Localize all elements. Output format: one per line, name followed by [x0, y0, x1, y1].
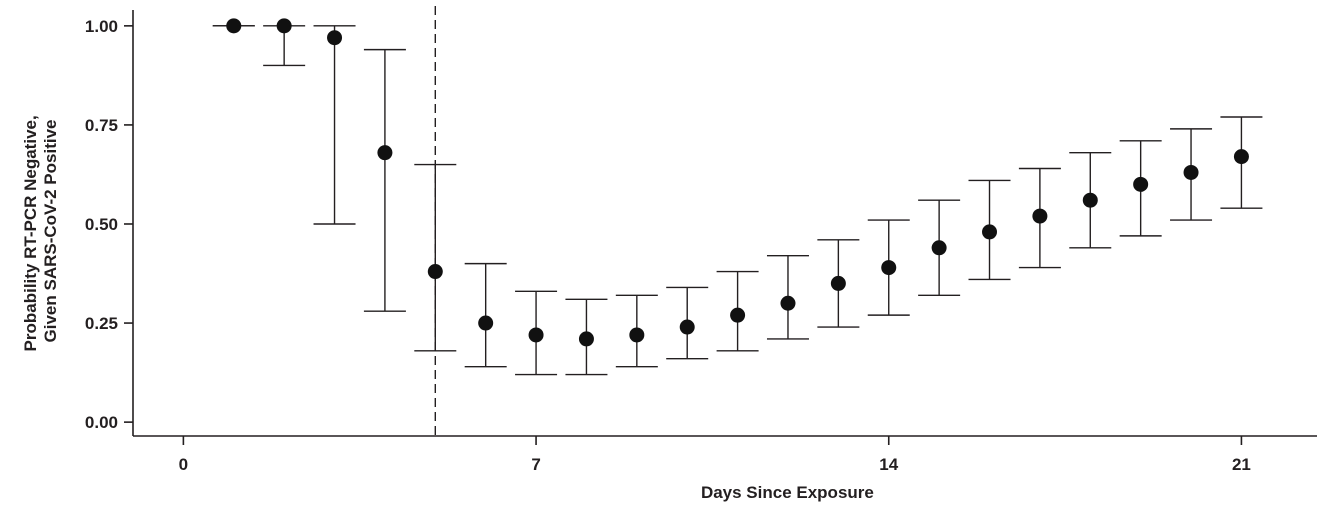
- data-point: [679, 319, 695, 335]
- x-tick-label: 14: [879, 455, 898, 474]
- data-point: [982, 224, 998, 240]
- data-point: [1183, 164, 1199, 180]
- x-tick-label: 21: [1232, 455, 1251, 474]
- y-tick-label: 1.00: [85, 17, 118, 36]
- data-point: [1032, 208, 1048, 224]
- x-tick-label: 0: [179, 455, 188, 474]
- x-tick-label: 7: [531, 455, 540, 474]
- data-point: [1133, 176, 1149, 192]
- data-point: [1233, 149, 1249, 165]
- data-points: [226, 18, 1249, 347]
- data-point: [629, 327, 645, 343]
- error-bar: [313, 25, 356, 225]
- y-tick-label: 0.25: [85, 314, 118, 333]
- y-axis-label-line-2: Given SARS-CoV-2 Positive: [41, 120, 60, 343]
- data-point: [478, 315, 494, 331]
- data-point: [427, 264, 443, 280]
- data-point: [881, 260, 897, 276]
- y-axis-ticks: 0.00 0.25 0.50 0.75 1.00: [85, 17, 133, 432]
- error-bar: [464, 262, 507, 368]
- data-point: [830, 275, 846, 291]
- x-axis-label: Days Since Exposure: [701, 483, 874, 502]
- y-tick-label: 0.00: [85, 413, 118, 432]
- y-tick-label: 0.75: [85, 116, 118, 135]
- data-point: [1082, 192, 1098, 208]
- axes: [132, 10, 1317, 437]
- data-point: [226, 18, 242, 34]
- y-axis-label-line-1: Probability RT-PCR Negative,: [21, 115, 40, 351]
- data-point: [780, 295, 796, 311]
- y-tick-label: 0.50: [85, 215, 118, 234]
- data-point: [327, 30, 343, 46]
- data-point: [578, 331, 594, 347]
- error-bar: [363, 48, 406, 312]
- x-axis-ticks: 0 7 14 21: [179, 436, 1251, 474]
- data-point: [276, 18, 292, 34]
- y-axis-label: Probability RT-PCR Negative, Given SARS-…: [21, 111, 60, 352]
- error-bar: [414, 163, 457, 352]
- data-point: [931, 240, 947, 256]
- data-point: [377, 145, 393, 161]
- data-point: [730, 307, 746, 323]
- data-point: [528, 327, 544, 343]
